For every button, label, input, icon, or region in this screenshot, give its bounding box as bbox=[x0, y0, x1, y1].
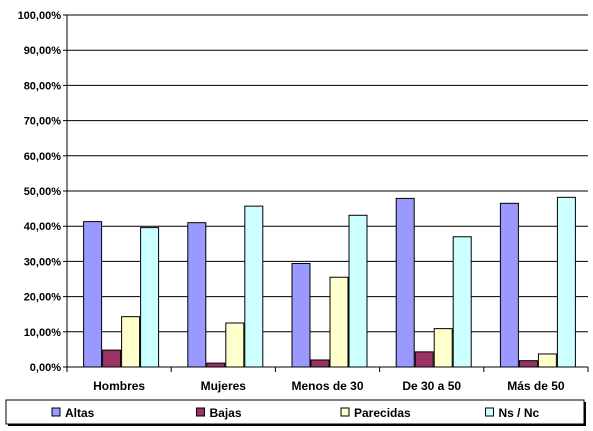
bar-ns-nc-4 bbox=[556, 196, 576, 368]
bar-altas-2 bbox=[291, 263, 311, 368]
bar-bajas-2 bbox=[310, 359, 330, 368]
bar-parecidas-0 bbox=[121, 316, 141, 368]
bar-ns-nc-3 bbox=[452, 236, 472, 368]
y-tick-label: 50,00% bbox=[24, 186, 62, 198]
legend-swatch bbox=[196, 407, 205, 417]
x-category-label: Más de 50 bbox=[507, 379, 565, 393]
x-category-label: Menos de 30 bbox=[291, 379, 363, 393]
y-tick-label: 10,00% bbox=[24, 327, 62, 339]
bars bbox=[83, 196, 576, 368]
bar-parecidas-4 bbox=[537, 353, 557, 368]
legend-swatch bbox=[51, 407, 61, 417]
bar-ns-nc-2 bbox=[348, 214, 368, 368]
bar-altas-4 bbox=[499, 202, 519, 368]
bar-altas-1 bbox=[187, 222, 207, 368]
x-category-label: De 30 a 50 bbox=[402, 379, 461, 393]
legend-swatch bbox=[340, 407, 350, 417]
bar-parecidas-1 bbox=[225, 322, 245, 368]
bar-ns-nc-1 bbox=[244, 205, 264, 368]
y-tick-label: 90,00% bbox=[24, 45, 62, 57]
y-tick-labels: 0,00% 10,00% 20,00% 30,00% 40,00% 50,00% 60,00… bbox=[18, 10, 62, 374]
y-tick-label: 70,00% bbox=[24, 116, 62, 128]
y-tick-label: 40,00% bbox=[24, 221, 62, 233]
y-tick-label: 80,00% bbox=[24, 80, 62, 92]
x-category-label: Hombres bbox=[93, 379, 145, 393]
legend-label: Altas bbox=[65, 406, 95, 420]
y-tick-label: 100,00% bbox=[18, 10, 62, 22]
bar-bajas-1 bbox=[206, 362, 226, 368]
bar-ns-nc-0 bbox=[140, 227, 160, 368]
legend: Altas Bajas Parecidas Ns / Nc bbox=[5, 399, 586, 426]
x-category-label: Mujeres bbox=[201, 379, 247, 393]
bar-bajas-0 bbox=[102, 349, 122, 368]
bar-altas-3 bbox=[395, 197, 415, 368]
legend-label: Bajas bbox=[210, 406, 242, 420]
y-tick-label: 30,00% bbox=[24, 256, 62, 268]
bar-bajas-3 bbox=[414, 351, 434, 368]
y-tick-label: 60,00% bbox=[24, 151, 62, 163]
legend-label: Ns / Nc bbox=[499, 406, 540, 420]
x-category-labels: Hombres Mujeres Menos de 30 De 30 a 50 Más d… bbox=[93, 379, 565, 393]
legend-label: Parecidas bbox=[354, 406, 411, 420]
y-tick-label: 0,00% bbox=[30, 362, 61, 374]
axes bbox=[63, 14, 589, 372]
bar-parecidas-3 bbox=[433, 328, 453, 368]
legend-swatch bbox=[485, 407, 494, 417]
bar-parecidas-2 bbox=[329, 276, 349, 368]
bar-bajas-4 bbox=[518, 360, 538, 368]
y-tick-label: 20,00% bbox=[24, 292, 62, 304]
bar-altas-0 bbox=[83, 221, 103, 368]
